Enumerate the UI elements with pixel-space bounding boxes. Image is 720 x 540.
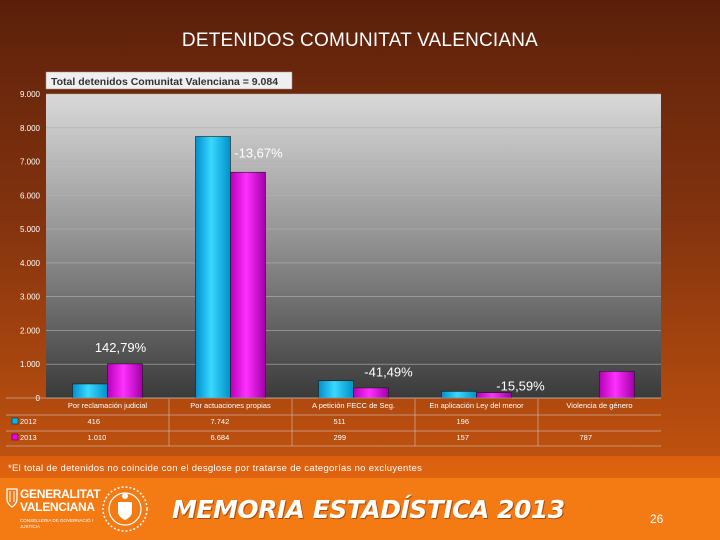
bar-2012-0 <box>72 383 108 399</box>
annotation-label: 142,79% <box>95 340 147 355</box>
org-subtitle: CONSELLERIA DE GOVERNACIÓ I JUSTÍCIA <box>20 518 94 529</box>
generalitat-logo: GENERALITAT VALENCIANA CONSELLERIA DE GO… <box>6 485 106 535</box>
table-value-2013: 299 <box>334 433 347 442</box>
annotation-label: -41,49% <box>364 365 413 380</box>
table-value-2013: 157 <box>457 433 470 442</box>
bars <box>72 136 635 399</box>
bar-2013-0 <box>107 363 143 399</box>
bar-2012-3 <box>441 391 477 399</box>
bar-2013-4 <box>599 371 635 399</box>
annotation-label: -13,67% <box>234 145 283 160</box>
chart-title-box: Total detenidos Comunitat Valenciana = 9… <box>45 71 293 90</box>
page-title: DETENIDOS COMUNITAT VALENCIANA <box>181 30 539 51</box>
legend-label: 2012 <box>20 417 37 426</box>
bar-chart: 0 1.000 2.000 3.000 4.000 5.000 6.000 7.000 8.00… <box>0 71 720 456</box>
y-tick-label: 6.000 <box>20 191 41 200</box>
y-tick-label: 0 <box>36 394 41 403</box>
table-value-2013: 6.684 <box>211 433 230 442</box>
bar-2013-3 <box>476 392 512 399</box>
brand-title: MEMORIA ESTADÍSTICA 2013 <box>172 495 565 524</box>
annotations: 142,79% -13,67% -41,49% -15,59% <box>95 145 545 393</box>
y-tick-label: 7.000 <box>20 158 41 167</box>
y-tick-label: 2.000 <box>20 326 41 335</box>
category-label: Violencia de género <box>566 401 632 410</box>
category-label: Por actuaciones propias <box>190 401 271 410</box>
category-label: Por reclamación judicial <box>68 401 148 410</box>
chart-title: Total detenidos Comunitat Valenciana = 9… <box>51 76 278 88</box>
legend-swatch-2012 <box>11 417 19 425</box>
gridlines <box>46 93 661 399</box>
y-tick-label: 9.000 <box>20 90 41 99</box>
table-value-2012: 416 <box>88 417 101 426</box>
police-seal-icon <box>102 486 148 532</box>
bar-2013-2 <box>353 387 389 399</box>
legend-label: 2013 <box>20 433 37 442</box>
page-number: 26 <box>650 512 664 526</box>
table-value-2013: 1.010 <box>88 433 107 442</box>
category-label: A petición FECC de Seg. <box>312 401 395 410</box>
table-value-2012: 7.742 <box>211 417 230 426</box>
data-table: Por reclamación judicial 416 1.010 Por actu… <box>6 397 661 447</box>
table-value-2012: 511 <box>334 417 346 426</box>
y-tick-label: 4.000 <box>20 259 41 268</box>
org-name: GENERALITAT VALENCIANA <box>20 487 101 514</box>
shield-icon <box>6 488 18 508</box>
table-value-2012: 196 <box>457 417 470 426</box>
plot-area <box>46 94 661 398</box>
y-tick-label: 5.000 <box>20 225 41 234</box>
category-label: En aplicación Ley del menor <box>429 401 524 410</box>
footnote: *El total de detenidos no coincide con e… <box>8 463 423 474</box>
table-value-2013: 787 <box>580 433 593 442</box>
y-tick-label: 3.000 <box>20 293 41 302</box>
y-tick-label: 8.000 <box>20 124 41 133</box>
bar-2012-2 <box>318 380 354 399</box>
bar-2013-1 <box>230 171 266 399</box>
legend-swatch-2013 <box>11 433 19 441</box>
y-axis-ticks: 0 1.000 2.000 3.000 4.000 5.000 6.000 7.000 8.00… <box>20 90 41 403</box>
y-tick-label: 1.000 <box>20 360 41 369</box>
bar-2012-1 <box>195 136 231 399</box>
annotation-label: -15,59% <box>496 378 545 393</box>
